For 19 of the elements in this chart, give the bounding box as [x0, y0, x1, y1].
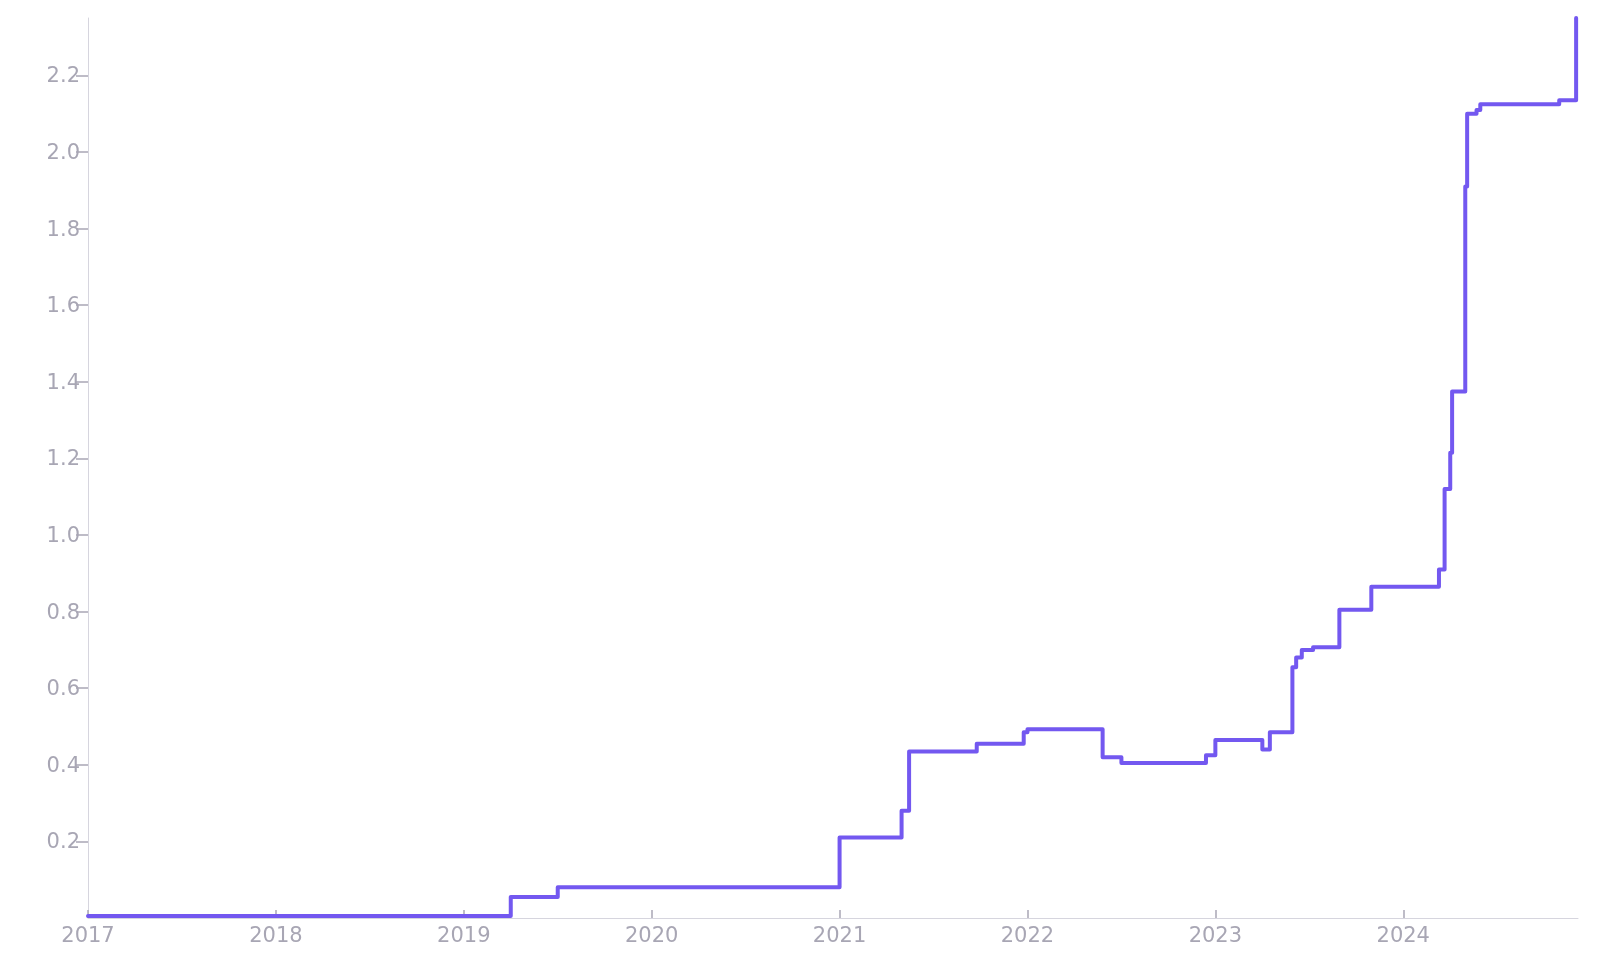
x-tick-label: 2018	[249, 922, 303, 947]
x-tick-label: 2019	[437, 922, 491, 947]
y-tick-label: 0.2	[46, 829, 80, 854]
y-tick-label: 1.6	[46, 293, 80, 318]
x-tick-label: 2021	[812, 922, 867, 947]
y-tick-label: 0.8	[46, 599, 80, 624]
x-tick-label: 2022	[1000, 922, 1055, 947]
y-tick-label: 1.2	[46, 446, 80, 471]
y-tick-label: 0.4	[46, 752, 80, 777]
y-tick-label: 1.4	[46, 369, 80, 394]
x-tick-label: 2024	[1376, 922, 1430, 947]
y-tick-label: 1.0	[46, 523, 80, 548]
y-tick-label: 1.8	[46, 216, 80, 241]
y-tick-label: 2.2	[46, 63, 80, 88]
x-tick-label: 2023	[1188, 922, 1243, 947]
y-tick-label: 2.0	[46, 140, 80, 165]
x-tick-label: 2017	[61, 922, 115, 947]
y-tick-label: 0.6	[46, 676, 80, 701]
x-tick-label: 2020	[624, 922, 679, 947]
